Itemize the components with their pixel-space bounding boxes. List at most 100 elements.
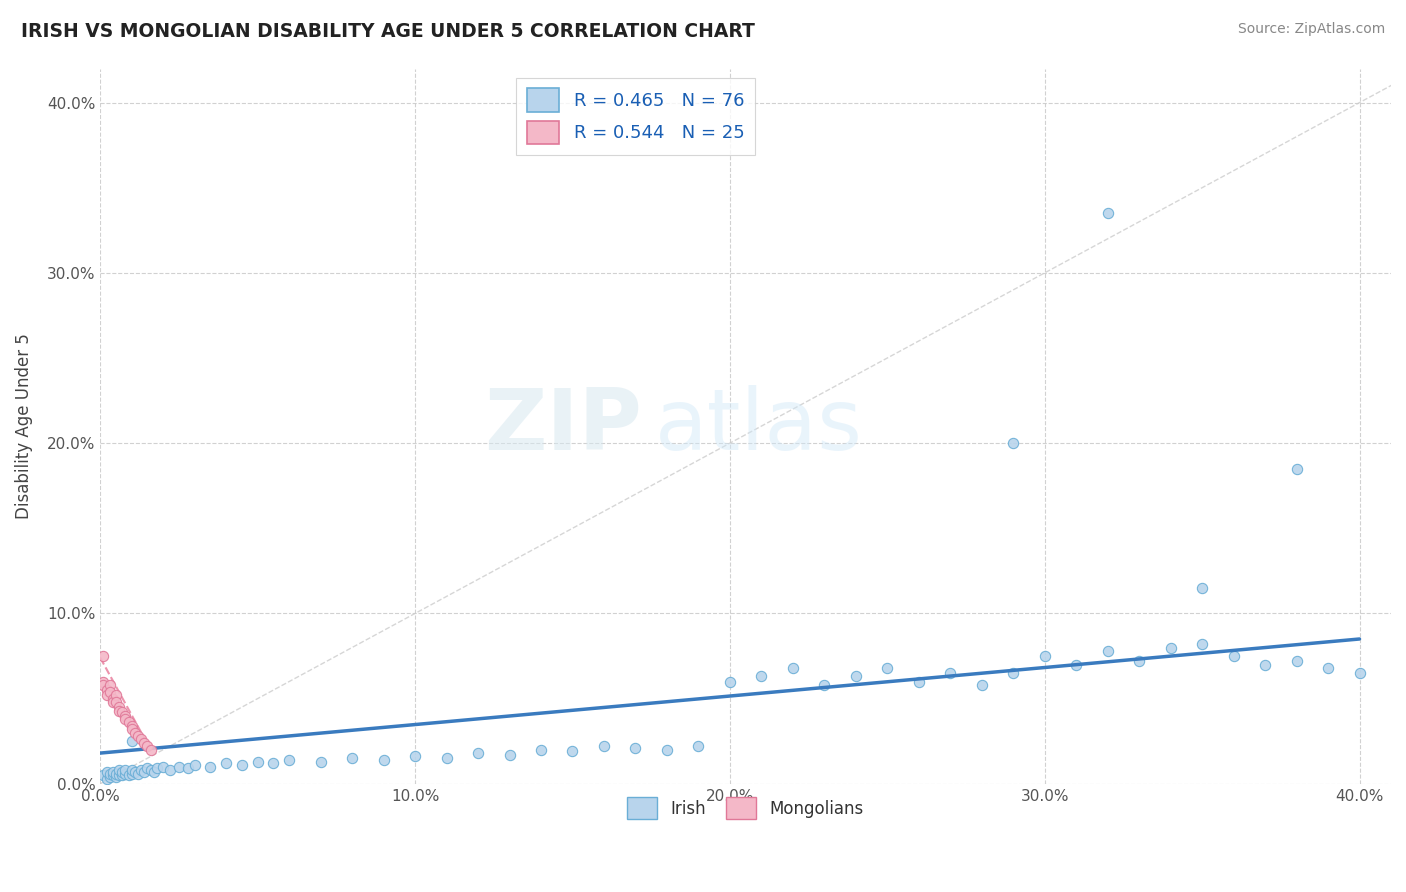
Point bbox=[108, 763, 131, 777]
Point bbox=[114, 763, 136, 777]
Point bbox=[93, 674, 115, 689]
Point bbox=[1317, 661, 1340, 675]
Point bbox=[1002, 436, 1025, 450]
Point bbox=[96, 688, 118, 702]
Text: IRISH VS MONGOLIAN DISABILITY AGE UNDER 5 CORRELATION CHART: IRISH VS MONGOLIAN DISABILITY AGE UNDER … bbox=[21, 22, 755, 41]
Point bbox=[101, 691, 124, 706]
Point bbox=[93, 648, 115, 663]
Point bbox=[111, 764, 134, 779]
Point bbox=[624, 741, 647, 756]
Point bbox=[114, 766, 136, 780]
Point bbox=[1064, 657, 1087, 672]
Point bbox=[142, 764, 165, 779]
Point bbox=[124, 764, 146, 779]
Point bbox=[104, 770, 127, 784]
Y-axis label: Disability Age Under 5: Disability Age Under 5 bbox=[15, 334, 32, 519]
Point bbox=[127, 729, 149, 743]
Point bbox=[467, 746, 489, 760]
Point bbox=[1033, 648, 1056, 663]
Point bbox=[136, 739, 159, 754]
Point bbox=[215, 756, 238, 771]
Point bbox=[167, 760, 190, 774]
Point bbox=[530, 742, 553, 756]
Point bbox=[200, 760, 222, 774]
Point bbox=[813, 678, 835, 692]
Point bbox=[309, 755, 332, 769]
Point bbox=[98, 678, 121, 692]
Text: ZIP: ZIP bbox=[485, 384, 643, 467]
Point bbox=[970, 678, 993, 692]
Point bbox=[136, 761, 159, 775]
Point bbox=[108, 704, 131, 718]
Point bbox=[688, 739, 710, 754]
Point bbox=[146, 761, 169, 775]
Point bbox=[121, 723, 143, 737]
Point bbox=[1128, 654, 1150, 668]
Point bbox=[939, 666, 962, 681]
Point bbox=[98, 770, 121, 784]
Point bbox=[404, 749, 426, 764]
Point bbox=[139, 742, 162, 756]
Point bbox=[121, 766, 143, 780]
Point bbox=[98, 766, 121, 780]
Point bbox=[655, 742, 678, 756]
Point bbox=[111, 705, 134, 719]
Point bbox=[104, 766, 127, 780]
Point bbox=[340, 751, 363, 765]
Point bbox=[139, 763, 162, 777]
Point bbox=[108, 700, 131, 714]
Point bbox=[718, 674, 741, 689]
Point bbox=[111, 768, 134, 782]
Point bbox=[231, 758, 253, 772]
Point bbox=[93, 768, 115, 782]
Point bbox=[96, 772, 118, 786]
Point bbox=[101, 768, 124, 782]
Point bbox=[114, 712, 136, 726]
Point bbox=[845, 669, 868, 683]
Point bbox=[907, 674, 929, 689]
Point bbox=[134, 736, 156, 750]
Point bbox=[117, 768, 139, 782]
Point bbox=[134, 764, 156, 779]
Point bbox=[1254, 657, 1277, 672]
Point bbox=[593, 739, 616, 754]
Point bbox=[124, 725, 146, 739]
Point bbox=[1097, 644, 1119, 658]
Point bbox=[1160, 640, 1182, 655]
Text: atlas: atlas bbox=[655, 384, 863, 467]
Point bbox=[129, 763, 152, 777]
Point bbox=[246, 755, 269, 769]
Point bbox=[177, 761, 200, 775]
Point bbox=[129, 732, 152, 747]
Point bbox=[278, 753, 301, 767]
Point bbox=[127, 766, 149, 780]
Point bbox=[117, 715, 139, 730]
Point bbox=[1285, 461, 1308, 475]
Point bbox=[1222, 648, 1244, 663]
Point bbox=[101, 695, 124, 709]
Legend: Irish, Mongolians: Irish, Mongolians bbox=[620, 790, 870, 825]
Point bbox=[782, 661, 804, 675]
Point bbox=[1097, 206, 1119, 220]
Point bbox=[108, 768, 131, 782]
Point bbox=[1191, 581, 1213, 595]
Text: Source: ZipAtlas.com: Source: ZipAtlas.com bbox=[1237, 22, 1385, 37]
Point bbox=[262, 756, 284, 771]
Point bbox=[96, 683, 118, 698]
Point bbox=[436, 751, 458, 765]
Point bbox=[104, 688, 127, 702]
Point bbox=[498, 747, 520, 762]
Point bbox=[751, 669, 773, 683]
Point bbox=[121, 734, 143, 748]
Point bbox=[1002, 666, 1025, 681]
Point bbox=[373, 753, 395, 767]
Point bbox=[93, 678, 115, 692]
Point bbox=[152, 760, 174, 774]
Point bbox=[98, 685, 121, 699]
Point bbox=[121, 719, 143, 733]
Point bbox=[121, 763, 143, 777]
Point bbox=[183, 758, 205, 772]
Point bbox=[1191, 637, 1213, 651]
Point bbox=[114, 708, 136, 723]
Point bbox=[1285, 654, 1308, 668]
